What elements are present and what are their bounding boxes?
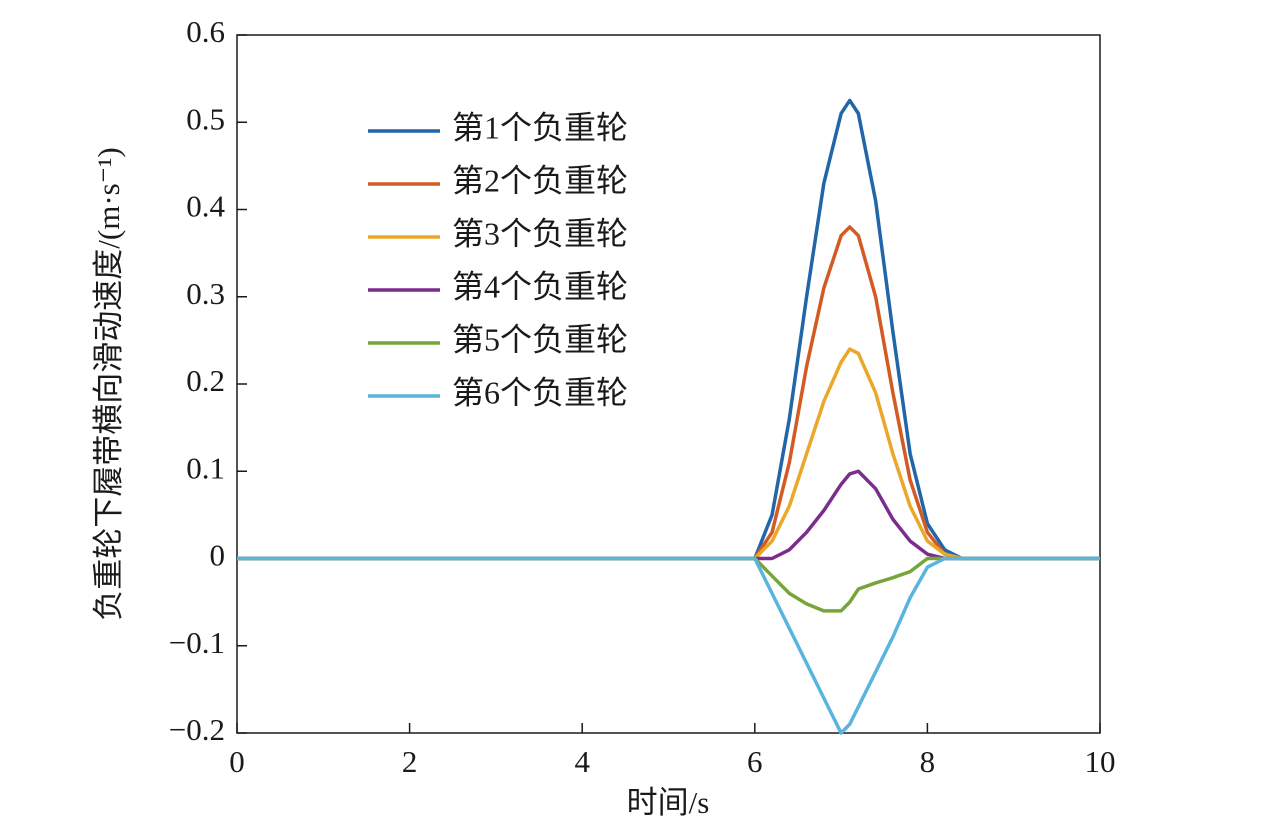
y-tick-label: −0.1 (169, 625, 225, 660)
y-tick-label: −0.2 (169, 712, 225, 747)
y-tick-label: 0.6 (186, 14, 225, 49)
series-line (237, 98, 1100, 561)
y-axis-label: 负重轮下履带横向滑动速度/(m·s⁻¹) (91, 147, 126, 620)
legend-label: 第2个负重轮 (452, 162, 628, 198)
x-tick-label: 6 (747, 744, 763, 779)
x-tick-label: 8 (920, 744, 936, 779)
legend-label: 第6个负重轮 (452, 374, 628, 410)
y-tick-label: 0.5 (186, 101, 225, 136)
legend-label: 第4个负重轮 (452, 268, 628, 304)
legend-label: 第3个负重轮 (452, 215, 628, 251)
x-tick-label: 10 (1085, 744, 1116, 779)
series-line (237, 556, 1100, 613)
x-tick-label: 0 (229, 744, 245, 779)
series-line (237, 469, 1100, 561)
series-line (237, 556, 1100, 735)
legend-label: 第1个负重轮 (452, 109, 628, 145)
plot-frame (236, 34, 1101, 734)
y-tick-label: 0.4 (186, 189, 225, 224)
legend-label: 第5个负重轮 (452, 321, 628, 357)
x-axis-label: 时间/s (627, 785, 710, 820)
y-tick-label: 0.1 (186, 450, 225, 485)
x-tick-label: 2 (402, 744, 418, 779)
series-line (237, 347, 1100, 561)
y-tick-label: 0 (210, 538, 226, 573)
x-tick-label: 4 (574, 744, 590, 779)
y-tick-label: 0.3 (186, 276, 225, 311)
series-line (237, 225, 1100, 561)
y-tick-label: 0.2 (186, 363, 225, 398)
